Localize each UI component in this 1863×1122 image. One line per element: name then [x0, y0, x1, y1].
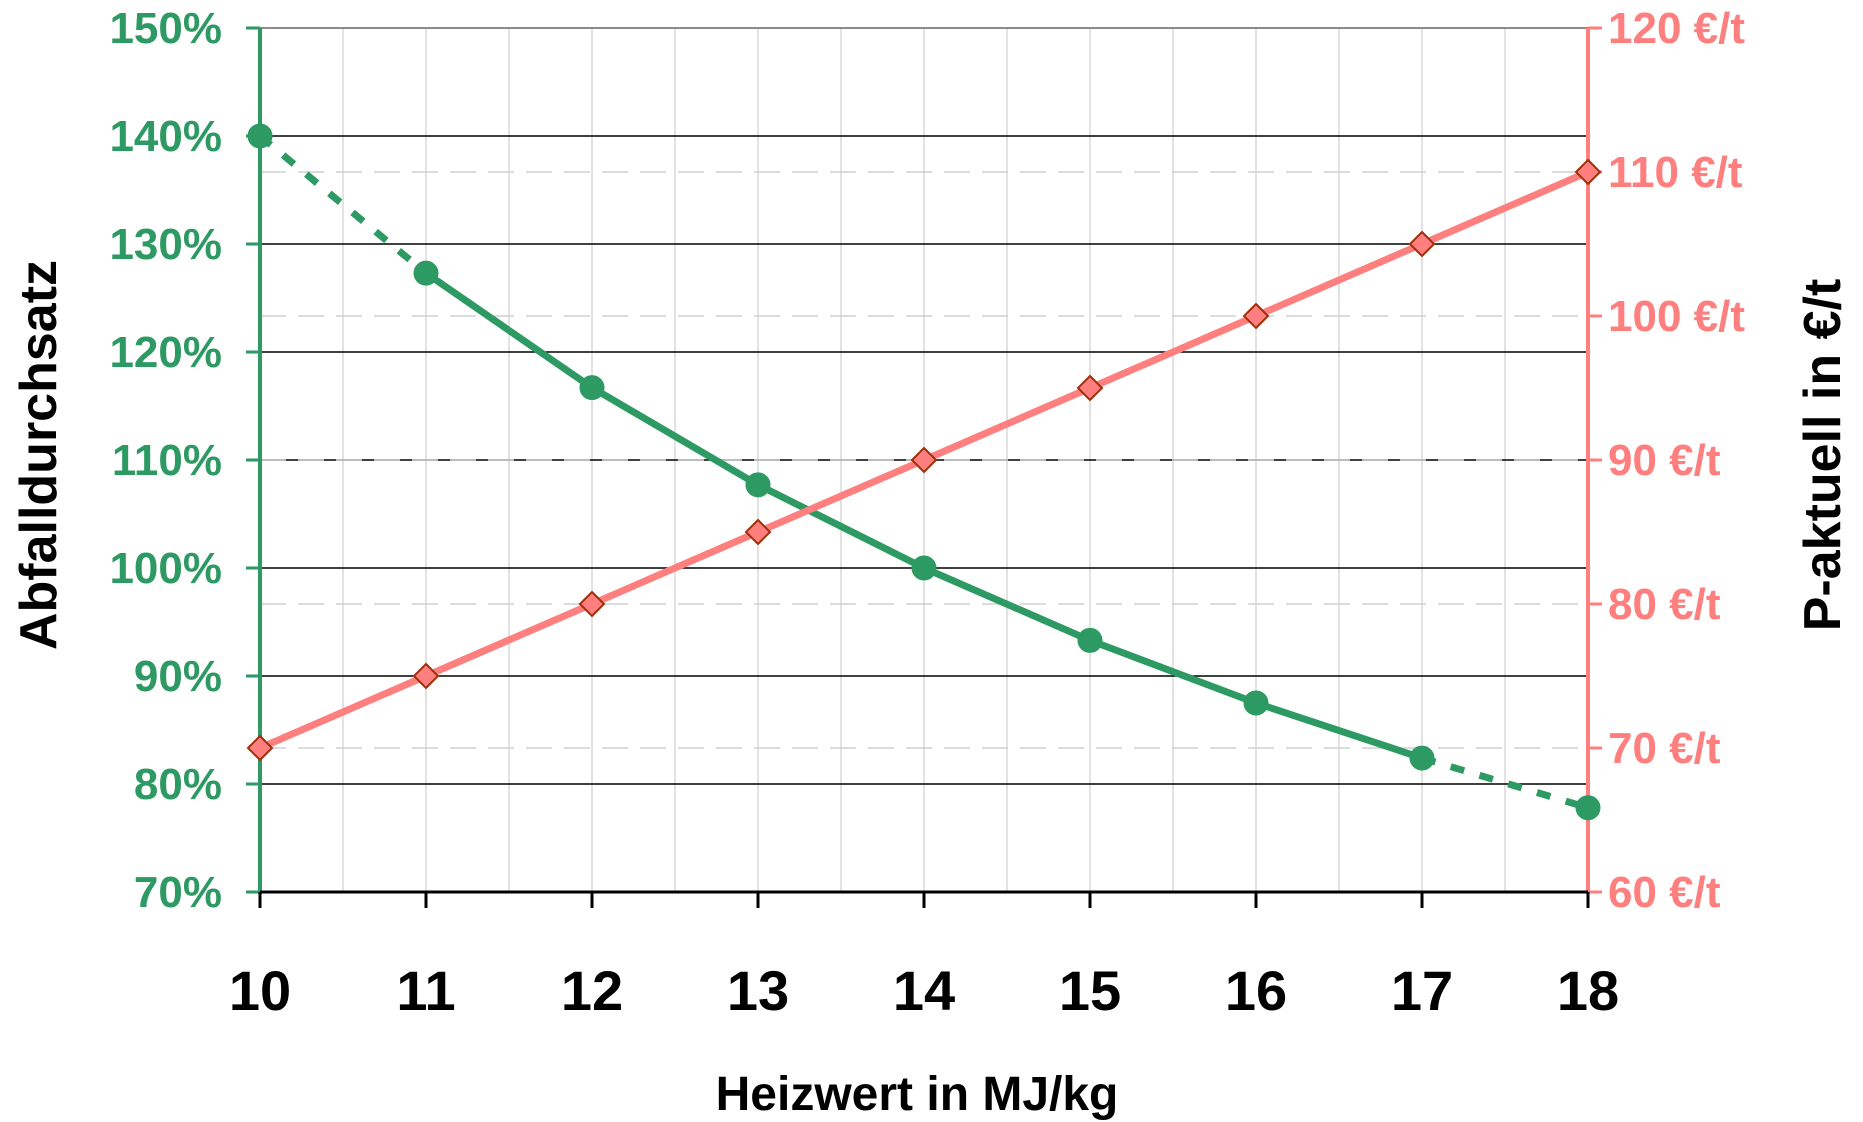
y-left-tick-label: 140%	[109, 112, 222, 161]
y-left-tick-label: 130%	[109, 220, 222, 269]
y-right-tick-label: 110 €/t	[1608, 148, 1743, 197]
x-tick-label: 18	[1557, 959, 1619, 1022]
y-left-tick-label: 120%	[109, 328, 222, 377]
data-point	[744, 518, 772, 546]
y-right-tick-label: 100 €/t	[1608, 292, 1745, 341]
data-point	[1076, 374, 1104, 402]
data-point	[1575, 795, 1601, 821]
y-left-tick-labels: 70% 80% 90% 100% 110% 120% 130% 140% 150%	[109, 4, 222, 917]
series-segment	[588, 528, 762, 608]
series-segment	[920, 564, 1094, 644]
data-point	[1408, 230, 1436, 258]
series-layer	[246, 123, 1602, 821]
data-point	[413, 260, 439, 286]
series-segment	[1252, 240, 1426, 320]
x-tick-labels: 10 11 12 13 14 15 16 17 18	[229, 959, 1619, 1022]
data-point	[412, 662, 440, 690]
y-right-tick-label: 120 €/t	[1608, 4, 1745, 53]
x-tick-label: 11	[396, 959, 455, 1022]
series-segment	[1418, 168, 1592, 248]
x-axis-title: Heizwert in MJ/kg	[716, 1068, 1119, 1121]
y-left-tick-label: 90%	[134, 652, 222, 701]
data-point	[1242, 302, 1270, 330]
series-segment-dashed	[257, 133, 429, 276]
y-right-tick-labels: 60 €/t 70 €/t 80 €/t 90 €/t 100 €/t 110 €/t 12…	[1608, 4, 1745, 917]
data-point	[1409, 745, 1435, 771]
series-segment	[588, 384, 762, 489]
y-right-tick-label: 90 €/t	[1608, 436, 1721, 485]
series-segment	[256, 672, 430, 752]
x-tick-label: 15	[1059, 959, 1121, 1022]
data-point	[1243, 690, 1269, 716]
series-segment	[422, 269, 596, 392]
data-point	[579, 375, 605, 401]
data-point	[578, 590, 606, 618]
x-tick-label: 10	[229, 959, 291, 1022]
series-segment	[920, 384, 1094, 464]
y-left-tick-label: 70%	[134, 868, 222, 917]
x-tick-label: 16	[1225, 959, 1287, 1022]
y-right-tick-label: 60 €/t	[1608, 868, 1721, 917]
series-segment	[1252, 699, 1426, 762]
data-point	[910, 446, 938, 474]
x-tick-label: 14	[893, 959, 955, 1022]
data-point	[247, 123, 273, 149]
y-left-tick-label: 150%	[109, 4, 222, 53]
y-left-axis-title: Abfalldurchsatz	[10, 260, 68, 650]
y-left-tick-label: 110%	[112, 436, 222, 485]
y-left-tick-label: 80%	[134, 760, 222, 809]
series-segment	[1086, 312, 1260, 392]
data-point	[911, 555, 937, 581]
series-segment	[754, 481, 928, 572]
data-point	[1574, 158, 1602, 186]
y-right-tick-label: 80 €/t	[1608, 580, 1721, 629]
series-segment	[754, 456, 928, 536]
series-segment	[1086, 636, 1260, 707]
y-right-axis-title: P-aktuell in €/t	[1794, 279, 1852, 632]
x-tick-label: 13	[727, 959, 789, 1022]
series-segment	[422, 600, 596, 680]
data-point	[246, 734, 274, 762]
y-right-tick-label: 70 €/t	[1608, 724, 1721, 773]
x-tick-label: 12	[561, 959, 623, 1022]
data-point	[745, 472, 771, 498]
x-tick-label: 17	[1391, 959, 1453, 1022]
data-point	[1077, 627, 1103, 653]
y-left-tick-label: 100%	[109, 544, 222, 593]
